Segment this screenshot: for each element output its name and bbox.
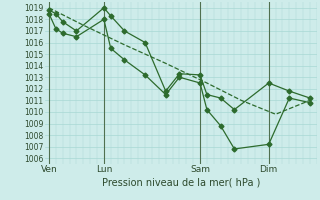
- X-axis label: Pression niveau de la mer( hPa ): Pression niveau de la mer( hPa ): [102, 177, 260, 187]
